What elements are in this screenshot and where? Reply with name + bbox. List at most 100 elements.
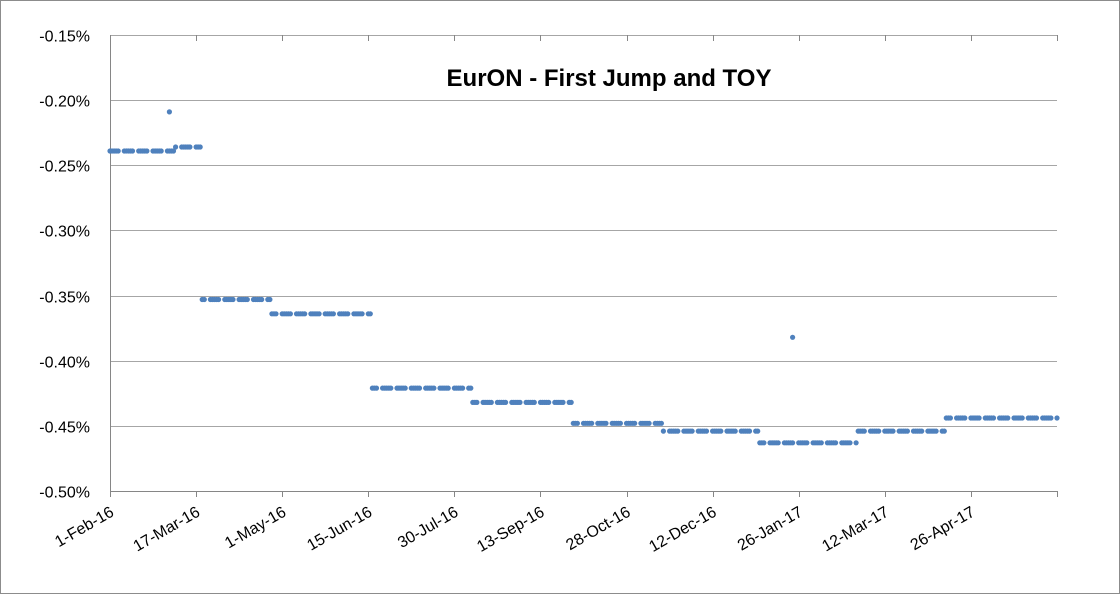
gridlines: [110, 35, 1057, 492]
y-tick-label: -0.25%: [39, 159, 90, 176]
y-tick-label: -0.30%: [39, 224, 90, 241]
data-point: [804, 440, 810, 446]
data-point: [402, 385, 408, 391]
data-point: [732, 428, 738, 434]
data-point: [170, 148, 177, 154]
x-tick-label: 1-May-16: [222, 504, 289, 553]
y-tick-label: -0.40%: [39, 355, 90, 372]
x-tick-label: 15-Jun-16: [304, 504, 375, 555]
data-point: [1033, 415, 1040, 421]
data-point: [574, 420, 581, 426]
data-point: [1005, 415, 1011, 421]
x-tick-label: 28-Oct-16: [563, 504, 633, 554]
data-point: [431, 385, 437, 391]
data-point: [1019, 415, 1025, 421]
y-tick-label: -0.15%: [39, 29, 90, 46]
data-point: [962, 415, 968, 421]
data-point: [445, 385, 451, 391]
data-point: [503, 399, 509, 405]
x-axis-ticks: [110, 35, 1058, 497]
data-point: [187, 144, 193, 150]
data-point: [173, 144, 179, 150]
data-point: [259, 296, 265, 303]
data-point: [818, 440, 824, 446]
data-point: [230, 296, 236, 303]
data-point: [244, 296, 250, 303]
data-point: [517, 399, 523, 405]
data-point: [976, 415, 982, 421]
data-point: [388, 385, 394, 391]
data-point: [158, 148, 164, 154]
data-point: [1054, 415, 1060, 421]
y-axis-tick-labels: -0.50% -0.45% -0.40% -0.35% -0.30% -0.25% -0.2…: [39, 29, 90, 502]
data-point: [373, 385, 380, 391]
y-tick-label: -0.50%: [39, 485, 90, 502]
y-tick-label: -0.20%: [39, 94, 90, 111]
data-point: [703, 428, 710, 434]
x-axis-tick-labels: 1-Feb-16 17-Mar-16 1-May-16 15-Jun-16 30-Jul…: [52, 504, 978, 556]
data-point: [847, 440, 853, 446]
data-point: [617, 420, 624, 426]
data-point: [316, 311, 322, 317]
data-point: [367, 311, 373, 317]
x-tick-label: 12-Mar-17: [819, 504, 892, 556]
data-point: [115, 148, 121, 154]
data-point: [646, 420, 652, 426]
data-point: [273, 311, 279, 317]
data-point: [904, 428, 911, 434]
chart-title: EurON - First Jump and TOY: [447, 65, 772, 92]
data-point: [890, 428, 896, 434]
data-point: [941, 428, 947, 434]
data-point: [861, 428, 867, 434]
data-point: [129, 148, 136, 154]
data-point: [287, 311, 293, 317]
data-points: [107, 109, 1060, 446]
data-point: [603, 420, 609, 426]
x-tick-label: 17-Mar-16: [131, 504, 204, 556]
data-point: [330, 311, 336, 317]
data-point: [216, 296, 222, 303]
data-point: [990, 415, 997, 421]
data-point: [853, 440, 859, 446]
x-tick-label: 26-Apr-17: [908, 504, 978, 554]
data-point: [761, 440, 767, 446]
x-tick-label: 13-Sep-16: [474, 504, 547, 556]
data-point: [474, 399, 480, 405]
data-point: [746, 428, 753, 434]
data-point: [568, 399, 574, 405]
data-point: [468, 385, 474, 391]
data-point: [197, 144, 203, 150]
data-point: [919, 428, 925, 434]
data-point: [718, 428, 724, 434]
data-point: [933, 428, 939, 434]
x-tick-label: 1-Feb-16: [52, 504, 117, 551]
data-point: [267, 296, 273, 303]
data-point: [488, 399, 494, 405]
outlier-point: [790, 334, 796, 340]
data-point: [1048, 415, 1054, 421]
data-point: [675, 428, 681, 434]
data-point: [201, 296, 207, 303]
data-point: [833, 440, 839, 446]
data-point: [660, 428, 667, 434]
data-point: [416, 385, 423, 391]
data-point: [560, 399, 566, 405]
x-tick-label: 12-Dec-16: [646, 504, 719, 556]
data-point: [658, 420, 665, 426]
data-point: [359, 311, 365, 317]
data-point: [632, 420, 638, 426]
data-point: [876, 428, 882, 434]
data-point: [144, 148, 150, 154]
y-tick-label: -0.35%: [39, 290, 90, 307]
data-point: [775, 440, 781, 446]
data-point: [755, 428, 761, 434]
y-tick-label: -0.45%: [39, 420, 90, 437]
data-point: [302, 311, 308, 317]
data-point: [689, 428, 695, 434]
x-tick-label: 30-Jul-16: [395, 504, 461, 552]
data-point: [531, 399, 537, 405]
data-point: [790, 440, 796, 446]
x-tick-label: 26-Jan-17: [735, 504, 806, 555]
